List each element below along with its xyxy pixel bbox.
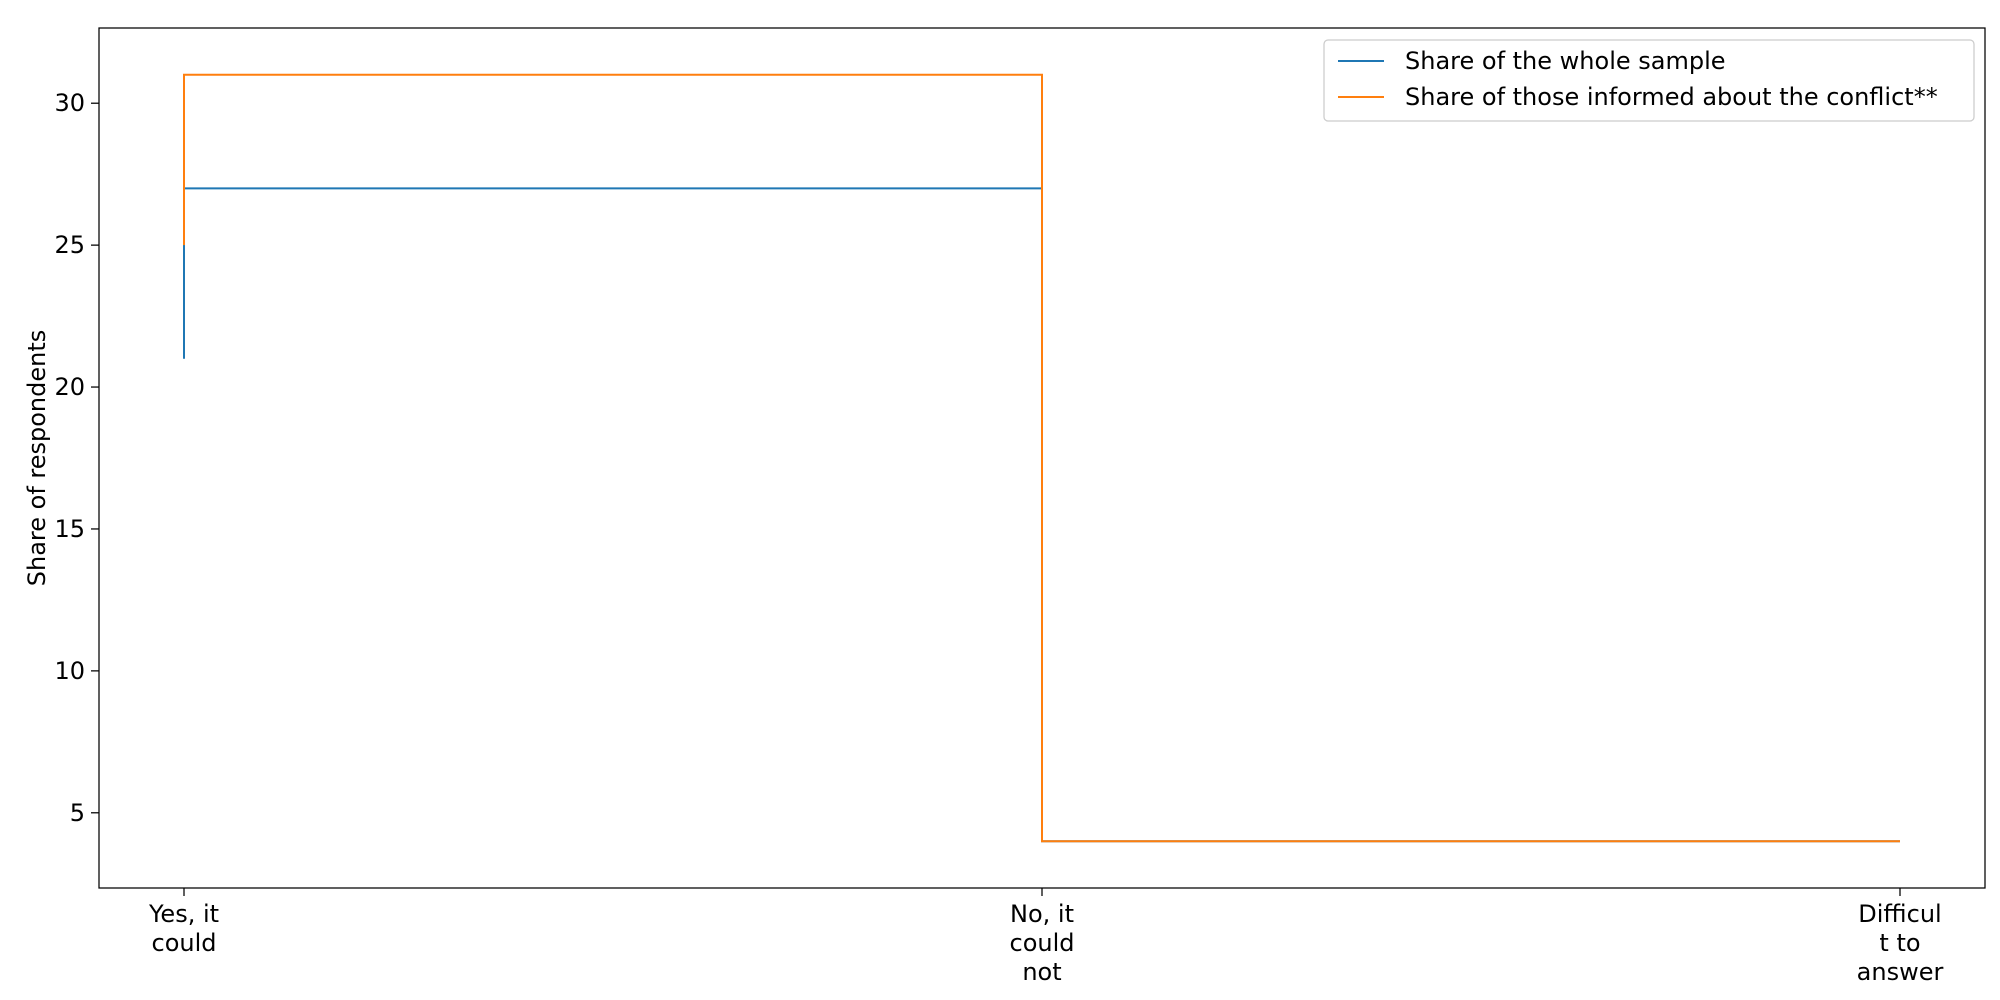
y-tick-label: 30 xyxy=(54,89,85,117)
y-axis-title: Share of respondents xyxy=(23,330,51,587)
legend-label-1: Share of the whole sample xyxy=(1405,47,1726,75)
legend-label-2: Share of those informed about the confli… xyxy=(1405,83,1938,111)
x-tick-label: Difficul t to answer xyxy=(1857,900,1944,986)
x-tick-label-line: t to xyxy=(1879,929,1920,957)
series-line-2 xyxy=(183,73,1900,843)
legend: Share of the whole sample Share of those … xyxy=(1323,39,1975,122)
y-tick-label: 20 xyxy=(54,373,85,401)
y-tick-label: 10 xyxy=(54,657,85,685)
x-tick-label: No, it could not xyxy=(1010,900,1075,986)
x-tick-label-line: Yes, it xyxy=(148,900,219,928)
y-tick-label: 5 xyxy=(70,799,85,827)
y-axis: 5 10 15 20 25 30 xyxy=(54,89,99,827)
y-tick-label: 25 xyxy=(54,231,85,259)
legend-box xyxy=(1323,39,1975,122)
y-tick-label: 15 xyxy=(54,515,85,543)
x-tick-label-line: No, it xyxy=(1010,900,1074,928)
series-layer xyxy=(183,73,1900,843)
x-tick-label-line: could xyxy=(152,929,217,957)
x-tick-label-line: could xyxy=(1010,929,1075,957)
x-tick-label-line: Difficul xyxy=(1858,900,1941,928)
x-tick-label: Yes, it could xyxy=(148,900,219,957)
x-tick-label-line: not xyxy=(1022,958,1061,986)
x-tick-label-line: answer xyxy=(1857,958,1944,986)
